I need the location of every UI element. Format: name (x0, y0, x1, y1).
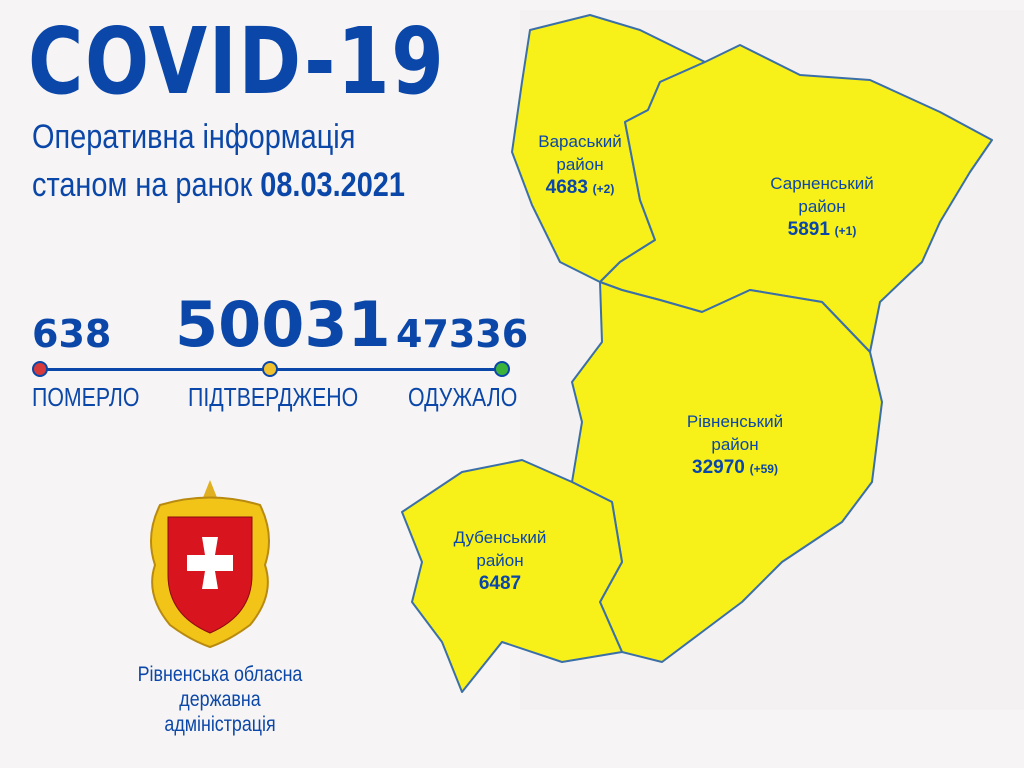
region-map (401, 14, 993, 693)
coat-of-arms-icon (150, 480, 270, 649)
died-label: ПОМЕРЛО (32, 382, 140, 412)
recovered-dot (494, 361, 510, 377)
date-line: станом на ранок 08.03.2021 (32, 166, 405, 205)
subtitle: Оперативна інформація (32, 118, 356, 156)
district-count: 4683 (545, 177, 588, 198)
district-suffix: район (476, 551, 524, 570)
died-count: 638 (32, 312, 112, 356)
district-dubno[interactable] (401, 459, 623, 693)
recovered-label: ОДУЖАЛО (408, 382, 518, 412)
date: 08.03.2021 (260, 166, 405, 204)
label-rivne: Рівненський район 32970 (+59) (655, 410, 815, 481)
district-delta: (+59) (749, 462, 778, 476)
confirmed-label: ПІДТВЕРДЖЕНО (188, 382, 359, 412)
confirmed-dot (262, 361, 278, 377)
district-name: Дубенський (453, 528, 547, 547)
district-suffix: район (556, 155, 604, 174)
label-dubno: Дубенський район 6487 (435, 526, 565, 595)
district-name: Сарненський (770, 174, 874, 193)
recovered-count: 47336 (396, 312, 529, 356)
district-name: Рівненський (686, 412, 784, 431)
district-suffix: район (798, 197, 846, 216)
district-delta: (+1) (834, 224, 857, 238)
org-line1: Рівненська обласна (137, 663, 303, 686)
district-count: 32970 (692, 457, 745, 478)
district-suffix: район (711, 435, 759, 454)
died-dot (32, 361, 48, 377)
district-count: 6487 (478, 573, 522, 594)
label-varash: Вараський район 4683 (+2) (530, 130, 630, 201)
organization-name: Рівненська обласна державна адміністраці… (127, 662, 314, 737)
label-sarny: Сарненський район 5891 (+1) (752, 172, 892, 243)
date-prefix: станом на ранок (32, 166, 253, 204)
page-title: COVID-19 (28, 8, 446, 115)
district-rivne[interactable] (571, 281, 883, 663)
confirmed-count: 50031 (175, 288, 391, 361)
org-line2: державна адміністрація (164, 688, 276, 736)
district-name: Вараський (538, 132, 622, 151)
district-delta: (+2) (592, 182, 615, 196)
district-count: 5891 (787, 219, 830, 240)
